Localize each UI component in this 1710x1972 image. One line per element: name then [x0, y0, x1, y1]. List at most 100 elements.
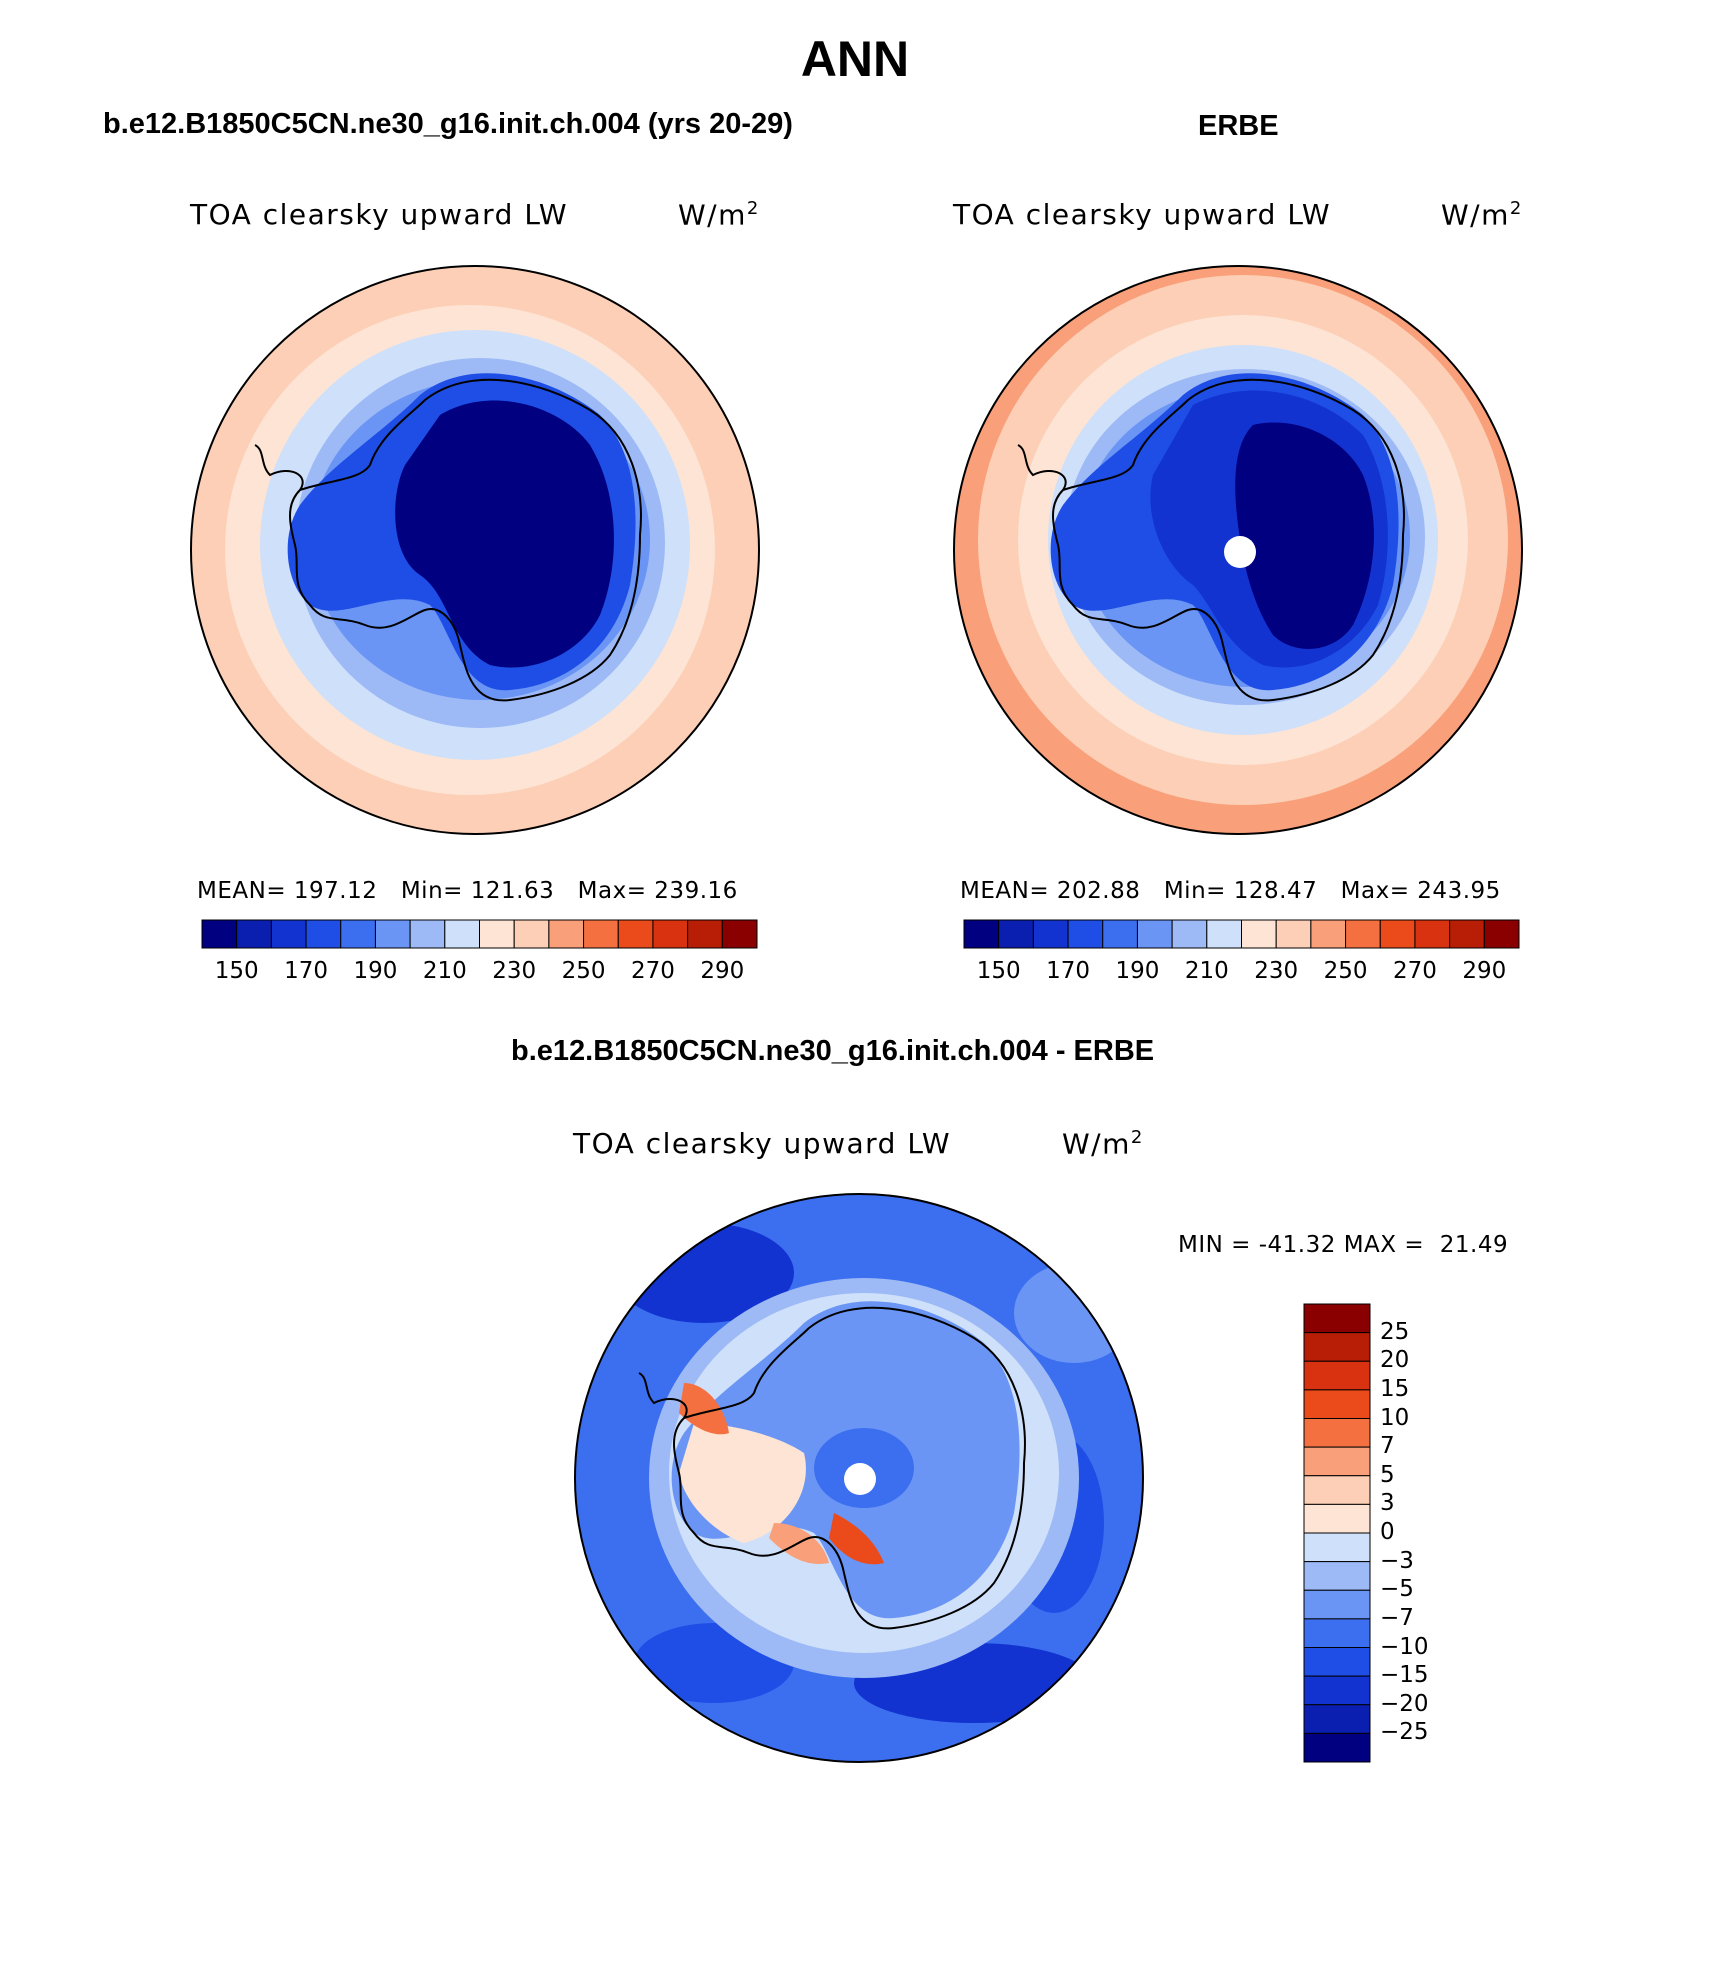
colorbar-tick-label: −10	[1380, 1633, 1429, 1660]
diff-variable-label: TOA clearsky upward LW	[573, 1127, 952, 1160]
colorbar-tick-label: 10	[1380, 1404, 1410, 1431]
colorbar-box	[1303, 1446, 1371, 1477]
colorbar-tick-label: 150	[214, 958, 259, 984]
colorbar-box	[1303, 1704, 1371, 1734]
colorbar-box	[1310, 919, 1347, 949]
figure-title: ANN	[800, 31, 910, 87]
colorbar-tick-label: −15	[1380, 1662, 1429, 1689]
colorbar-box	[583, 919, 619, 949]
model-polar-map	[190, 265, 760, 835]
colorbar-box	[1303, 1532, 1371, 1563]
colorbar-box	[1303, 1618, 1371, 1648]
obs-map-border	[953, 265, 1523, 835]
colorbar-box	[305, 919, 342, 949]
model-variable-label: TOA clearsky upward LW	[190, 198, 569, 231]
colorbar-box	[617, 919, 654, 949]
colorbar-tick-label: −3	[1380, 1547, 1414, 1574]
colorbar-box	[1303, 1360, 1371, 1391]
diff-map-border	[574, 1193, 1144, 1763]
colorbar-box	[236, 919, 272, 949]
colorbar-box	[1275, 919, 1312, 949]
colorbar-box	[201, 919, 238, 949]
colorbar-box	[1067, 919, 1104, 949]
model-coastline	[254, 378, 642, 702]
colorbar-tick-label: 210	[422, 958, 467, 984]
colorbar-tick-label: 7	[1380, 1433, 1395, 1460]
obs-case-title: ERBE	[1198, 110, 1279, 142]
colorbar-box	[1303, 1589, 1371, 1620]
colorbar-tick-label: 250	[561, 958, 606, 984]
obs-variable-label: TOA clearsky upward LW	[953, 198, 1332, 231]
colorbar-box	[1303, 1732, 1371, 1763]
colorbar-box	[1303, 1303, 1371, 1334]
colorbar-box	[1303, 1332, 1371, 1362]
model-stats: MEAN= 197.12 Min= 121.63 Max= 239.16	[197, 878, 738, 904]
colorbar-box	[374, 919, 411, 949]
colorbar-tick-label: 15	[1380, 1375, 1410, 1402]
diff-colorbar	[1303, 1303, 1371, 1763]
colorbar-box	[1241, 919, 1277, 949]
diff-warm-ross	[829, 1513, 884, 1565]
model-units-label: W/m2	[678, 198, 760, 232]
model-case-title: b.e12.B1850C5CN.ne30_g16.init.ch.004 (yr…	[103, 108, 793, 140]
diff-minmax: MIN = -41.32 MAX = 21.49	[1178, 1232, 1509, 1258]
diff-case-title: b.e12.B1850C5CN.ne30_g16.init.ch.004 - E…	[511, 1035, 1155, 1067]
colorbar-tick-label: 290	[1462, 958, 1507, 984]
colorbar-box	[1303, 1475, 1371, 1505]
colorbar-box	[409, 919, 446, 949]
obs-pole-hole	[1224, 536, 1256, 568]
colorbar-box	[1303, 1418, 1371, 1448]
model-continent-core	[395, 400, 614, 668]
colorbar-box	[998, 919, 1034, 949]
colorbar-box	[1136, 919, 1173, 949]
colorbar-tick-label: 190	[1115, 958, 1160, 984]
colorbar-tick-label: −5	[1380, 1576, 1414, 1603]
colorbar-box	[1102, 919, 1138, 949]
colorbar-box	[513, 919, 550, 949]
colorbar-tick-label: 230	[492, 958, 537, 984]
colorbar-tick-label: 290	[700, 958, 745, 984]
colorbar-tick-label: 170	[284, 958, 329, 984]
diff-units-label: W/m2	[1062, 1127, 1144, 1161]
colorbar-tick-label: 150	[976, 958, 1021, 984]
colorbar-box	[1303, 1389, 1371, 1419]
colorbar-box	[721, 919, 758, 949]
colorbar-box	[963, 919, 1000, 949]
colorbar-tick-label: 270	[1392, 958, 1437, 984]
diff-warm-west	[679, 1423, 806, 1543]
model-colorbar	[201, 919, 758, 949]
colorbar-box	[1032, 919, 1069, 949]
colorbar-tick-label: −25	[1380, 1719, 1429, 1746]
colorbar-box	[1449, 919, 1485, 949]
colorbar-tick-label: 210	[1184, 958, 1229, 984]
colorbar-tick-label: 190	[353, 958, 398, 984]
colorbar-box	[1303, 1647, 1371, 1677]
colorbar-tick-label: 3	[1380, 1490, 1395, 1517]
colorbar-box	[1483, 919, 1520, 949]
colorbar-box	[1379, 919, 1416, 949]
diff-ocean-patch-5	[1014, 1263, 1134, 1363]
colorbar-box	[1206, 919, 1242, 949]
colorbar-box	[444, 919, 480, 949]
colorbar-box	[1303, 1503, 1371, 1534]
colorbar-box	[270, 919, 307, 949]
diff-warm-peninsula	[679, 1383, 729, 1435]
colorbar-tick-label: 0	[1380, 1519, 1395, 1545]
colorbar-tick-label: 270	[630, 958, 675, 984]
colorbar-tick-label: 250	[1323, 958, 1368, 984]
obs-units-label: W/m2	[1441, 198, 1523, 232]
obs-continent-core	[1235, 422, 1374, 649]
model-map-border	[190, 265, 760, 835]
colorbar-tick-label: −7	[1380, 1604, 1414, 1631]
colorbar-box	[1414, 919, 1451, 949]
obs-colorbar	[963, 919, 1520, 949]
colorbar-tick-label: 25	[1380, 1318, 1410, 1345]
colorbar-box	[1303, 1561, 1371, 1591]
colorbar-box	[548, 919, 585, 949]
colorbar-box	[687, 919, 723, 949]
obs-coastline	[1017, 378, 1405, 702]
colorbar-tick-label: −20	[1380, 1690, 1429, 1717]
obs-polar-map	[953, 265, 1523, 835]
colorbar-box	[1345, 919, 1381, 949]
diff-polar-map	[574, 1193, 1144, 1763]
